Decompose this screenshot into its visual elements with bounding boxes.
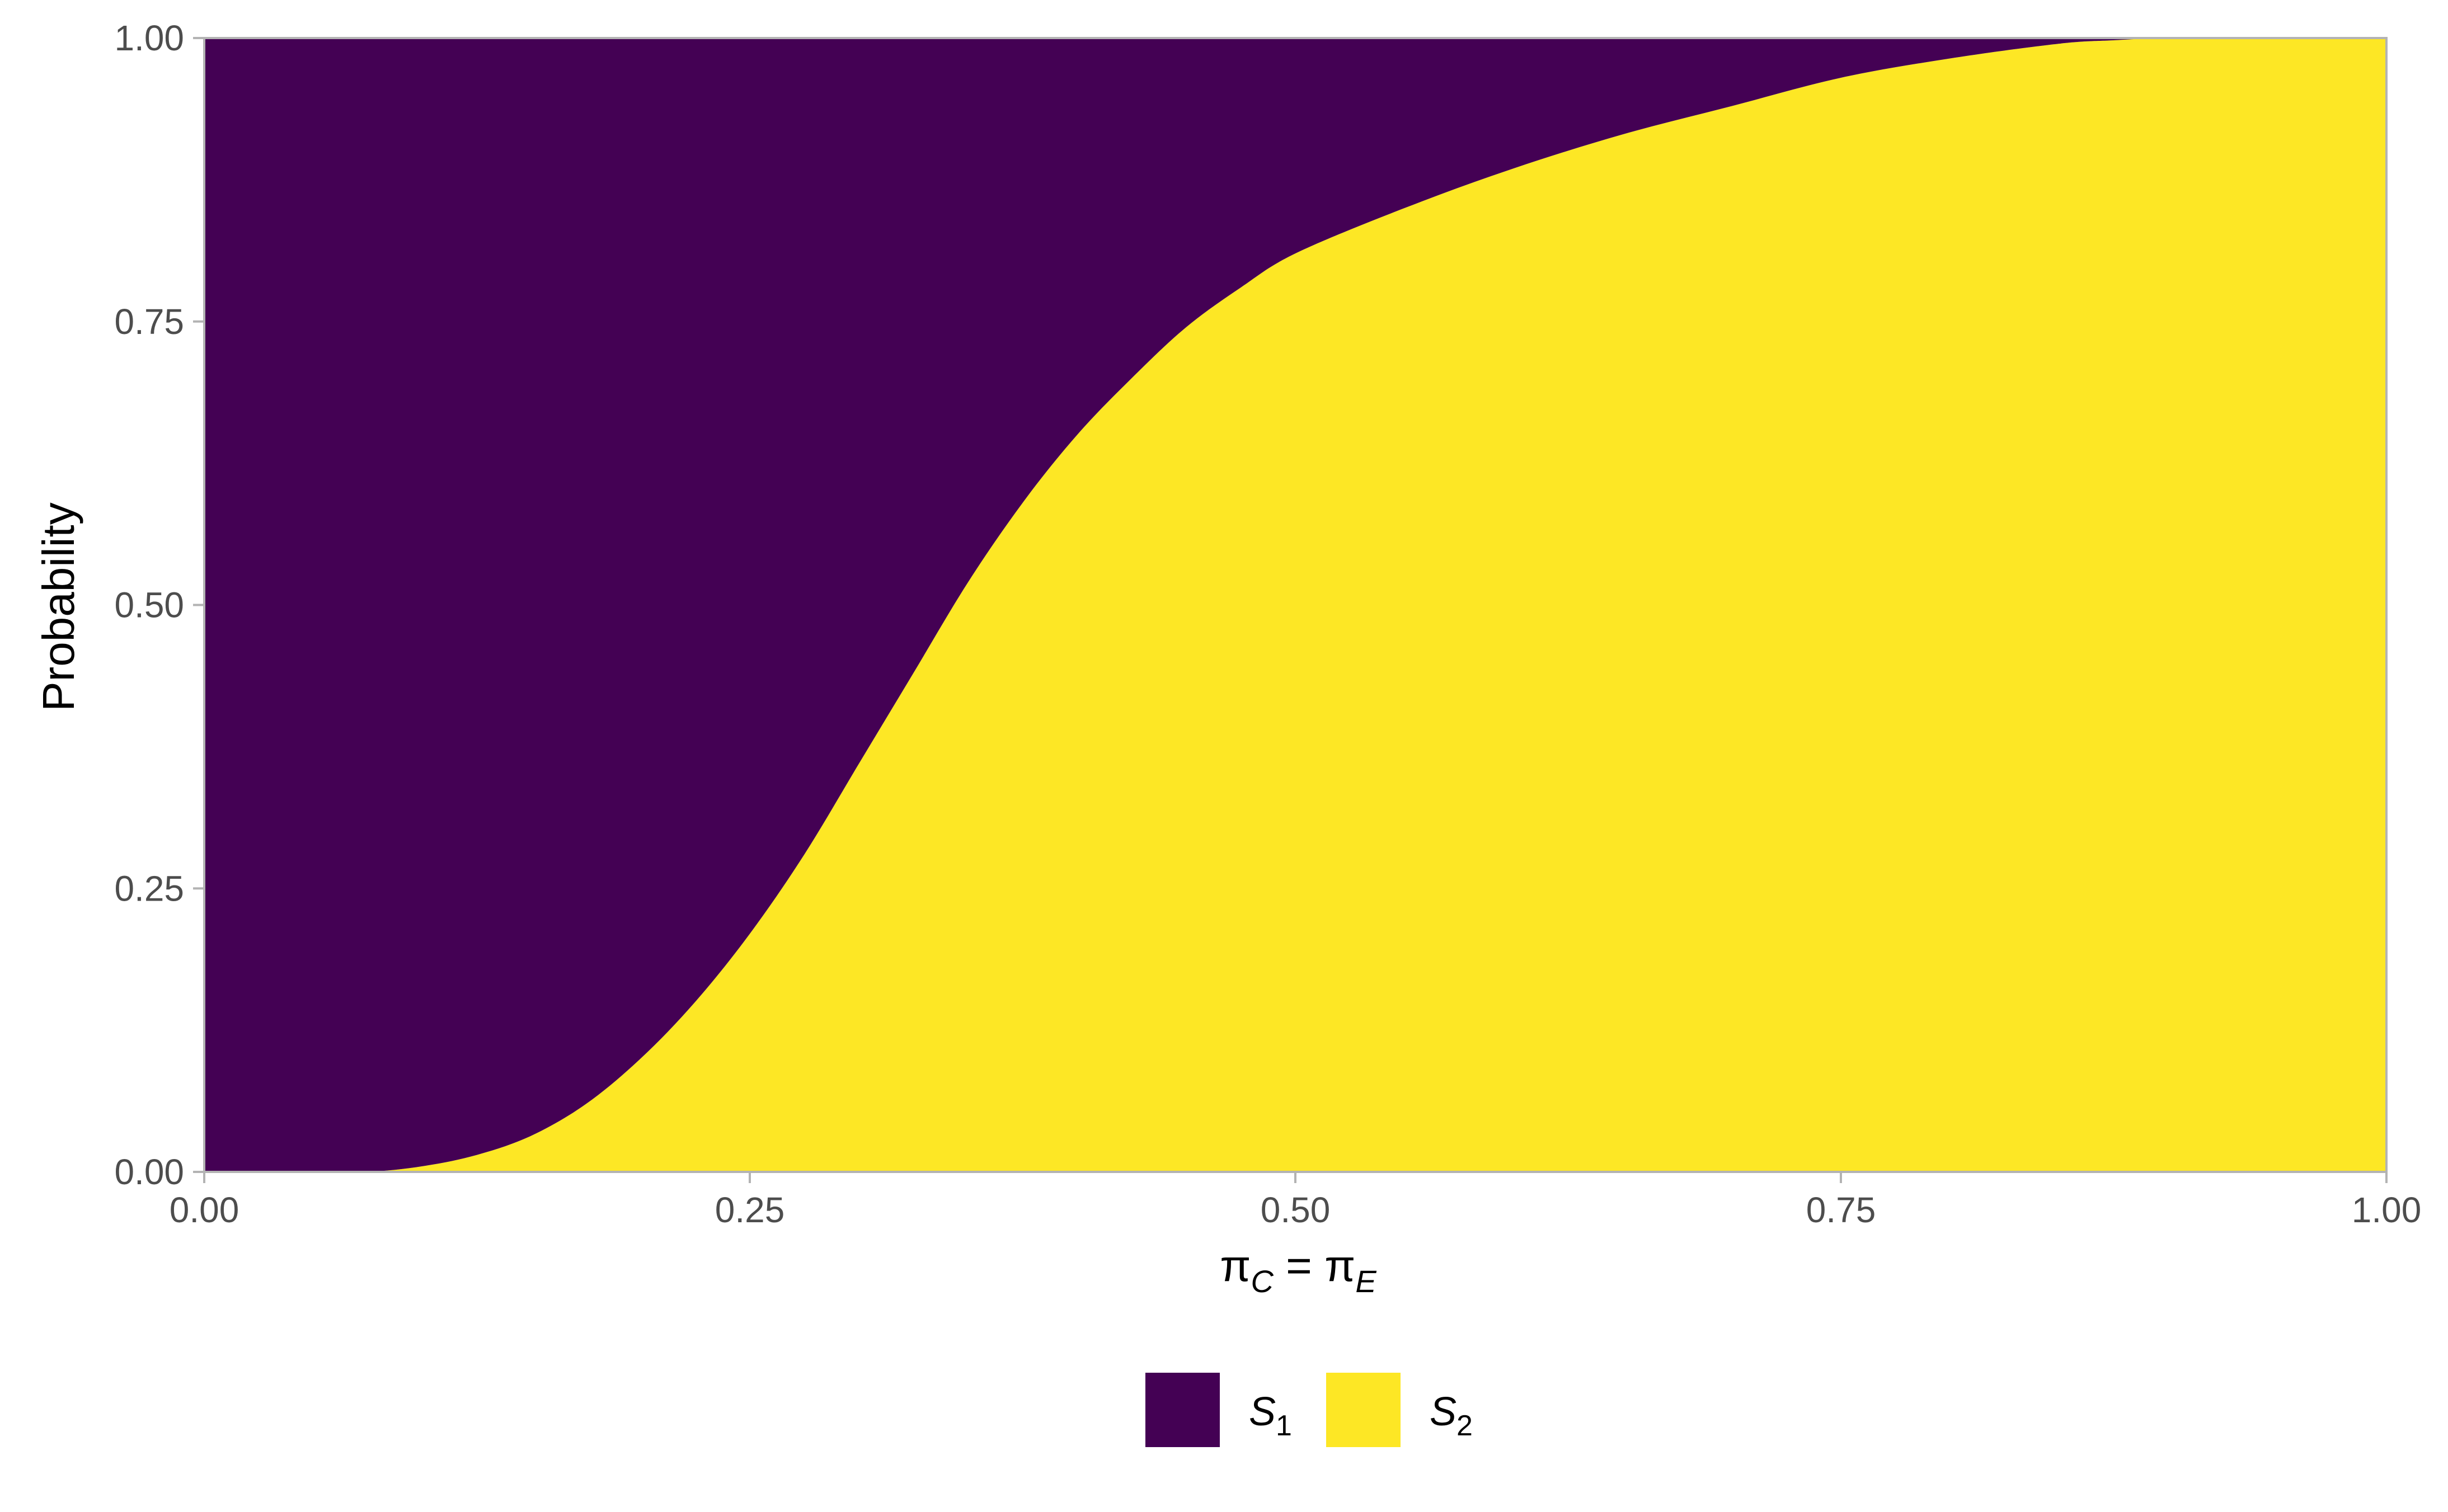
- area-series-s2: [204, 37, 2386, 1172]
- y-axis-title: Probability: [34, 502, 83, 712]
- y-tick-label: 0.00: [114, 1152, 184, 1192]
- legend-label-s1: S1: [1249, 1389, 1292, 1442]
- legend-label-s2-sub: 2: [1456, 1410, 1473, 1442]
- x-axis-title-sub-e: E: [1355, 1264, 1376, 1299]
- legend-label-s1-sub: 1: [1276, 1410, 1292, 1442]
- x-axis-title-equals: =: [1274, 1241, 1324, 1290]
- x-tick-label: 0.75: [1806, 1190, 1876, 1230]
- x-tick-label: 0.00: [170, 1190, 239, 1230]
- x-tick-label: 0.50: [1261, 1190, 1331, 1230]
- legend-label-s2: S2: [1430, 1389, 1473, 1442]
- y-axis: 0.00 0.25 0.50 0.75 1.00: [114, 18, 204, 1192]
- x-tick-label: 1.00: [2352, 1190, 2422, 1230]
- y-tick-label: 0.50: [114, 585, 184, 625]
- area-layer: [204, 37, 2386, 1172]
- x-axis-title-pi-e: π: [1324, 1241, 1355, 1290]
- x-axis-title: πC = πE: [1220, 1241, 1376, 1299]
- y-tick-label: 0.75: [114, 302, 184, 342]
- legend-key-s1: [1145, 1373, 1220, 1447]
- x-axis-title-pi-c: π: [1220, 1241, 1251, 1290]
- y-tick-label: 1.00: [114, 18, 184, 58]
- x-tick-label: 0.25: [715, 1190, 785, 1230]
- y-tick-label: 0.25: [114, 868, 184, 908]
- legend-key-s2: [1326, 1373, 1401, 1447]
- x-axis: 0.00 0.25 0.50 0.75 1.00: [170, 1172, 2422, 1230]
- legend: S1 S2: [1145, 1373, 1473, 1447]
- area-series-s1: [204, 37, 2386, 1172]
- legend-label-s1-base: S: [1249, 1389, 1276, 1434]
- x-axis-title-sub-c: C: [1251, 1264, 1274, 1299]
- legend-label-s2-base: S: [1430, 1389, 1456, 1434]
- plot-area: [203, 37, 2388, 1173]
